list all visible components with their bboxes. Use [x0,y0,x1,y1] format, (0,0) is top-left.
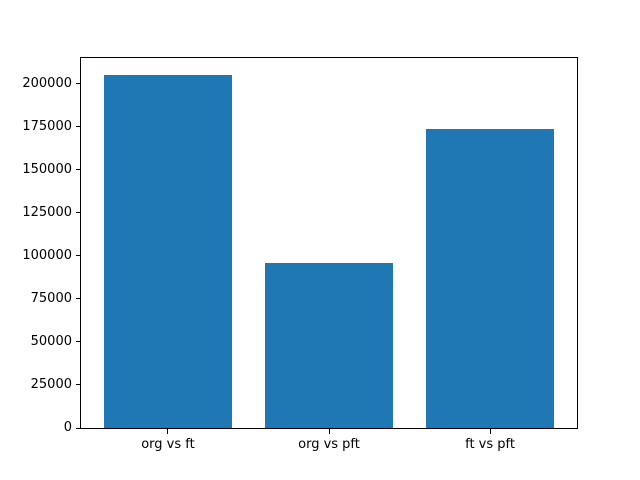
y-tick-label: 50000 [30,333,72,349]
bar-org-vs-ft [103,75,233,428]
y-tick-label: 200000 [22,75,72,91]
y-tick-label: 125000 [22,204,72,220]
y-tick-mark [76,255,81,257]
y-tick-mark [76,212,81,214]
y-tick-mark [76,83,81,85]
x-tick-label: org vs ft [141,437,195,452]
y-tick-label: 100000 [22,247,72,263]
x-tick-label: org vs pft [298,437,360,452]
y-tick-label: 150000 [22,161,72,177]
y-tick-mark [76,298,81,300]
x-tick-label: ft vs pft [465,437,515,452]
x-tick-mark [328,429,330,434]
y-tick-mark [76,341,81,343]
y-tick-label: 75000 [30,290,72,306]
bar-ft-vs-pft [425,129,555,428]
y-tick-mark [76,169,81,171]
x-tick-mark [167,429,169,434]
y-tick-label: 0 [63,420,72,435]
x-tick-mark [489,429,491,434]
y-tick-label: 175000 [22,118,72,134]
y-tick-mark [76,384,81,386]
y-tick-mark [76,427,81,429]
y-tick-mark [76,126,81,128]
plot-area [80,57,578,429]
bar-org-vs-pft [264,263,394,428]
y-tick-label: 25000 [30,376,72,392]
